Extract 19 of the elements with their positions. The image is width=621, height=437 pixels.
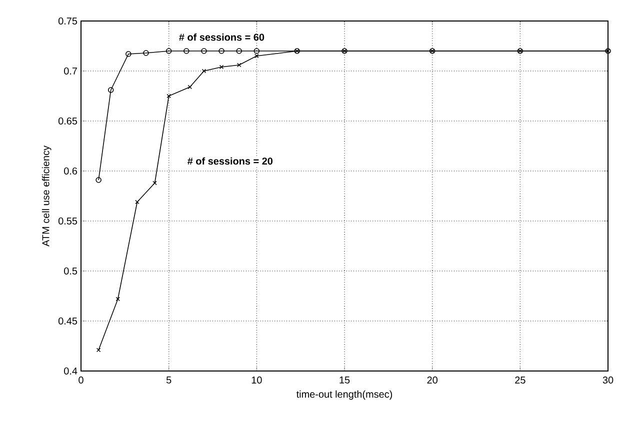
x-tick-label: 25 [515,376,526,384]
x-tick-label: 10 [252,376,262,384]
x-tick-label: 15 [340,376,350,384]
y-tick-label: 0.4 [64,367,78,375]
x-tick-label: 30 [602,376,614,384]
x-tick-label: 5 [166,376,172,384]
y-tick-label: 0.45 [58,317,78,325]
x-tick-label: 20 [427,376,438,384]
y-tick-label: 0.65 [58,117,78,125]
x-axis-title: time-out length(msec) [296,390,392,400]
y-tick-label: 0.55 [58,217,78,225]
y-tick-label: 0.5 [64,267,78,275]
y-tick-label: 0.75 [58,17,78,25]
y-axis-title: ATM cell use efficiency [42,146,52,246]
y-tick-label: 0.6 [64,167,78,175]
annotation: # of sessions = 60 [179,33,264,41]
y-tick-label: 0.7 [64,67,77,75]
x-tick-label: 0 [78,376,84,384]
annotation: # of sessions = 20 [188,157,273,165]
